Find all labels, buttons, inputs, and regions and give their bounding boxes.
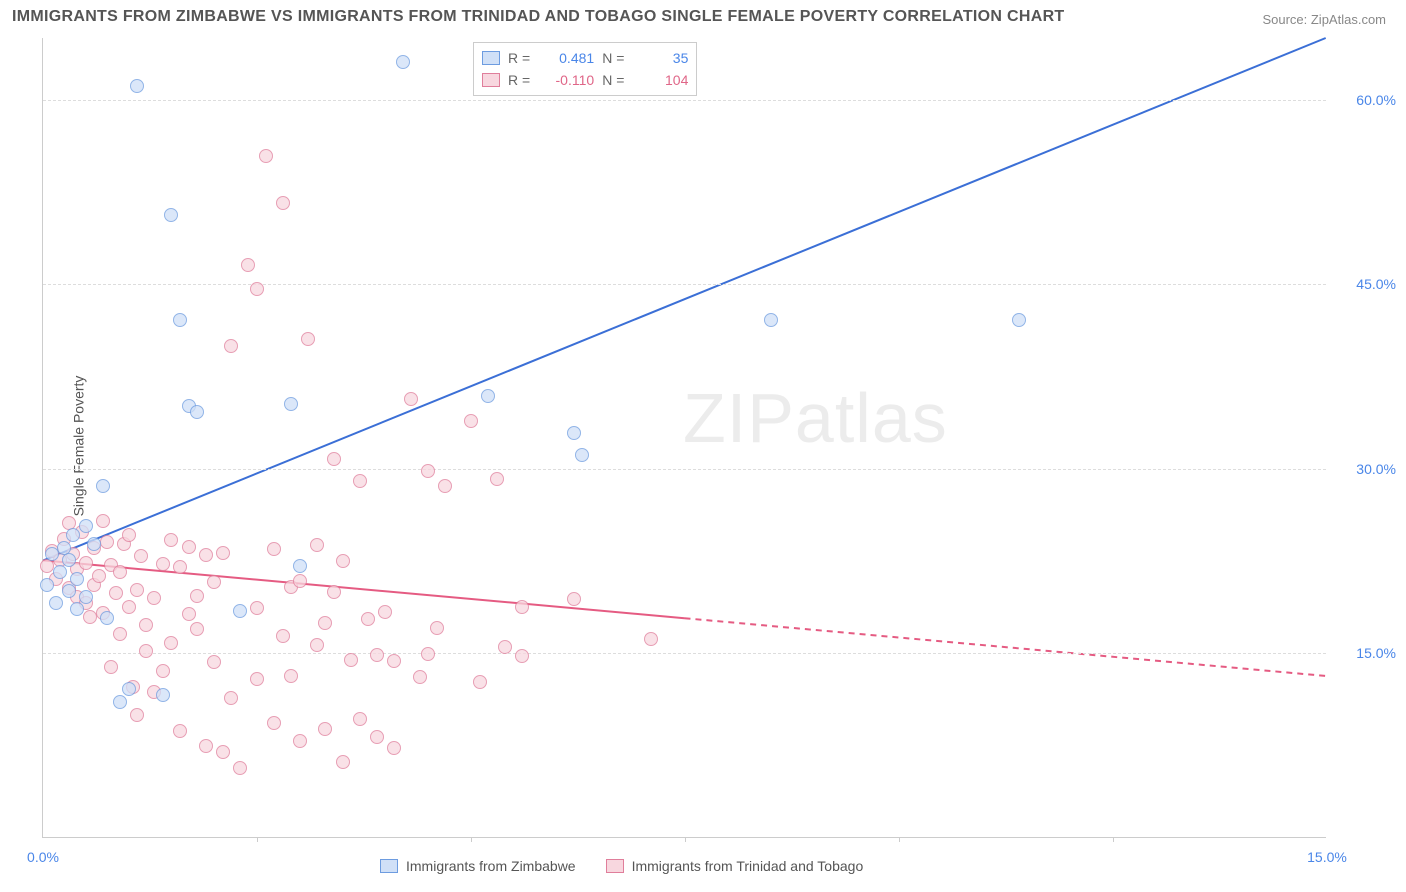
r-label: R = [508, 72, 530, 88]
chart-title: IMMIGRANTS FROM ZIMBABWE VS IMMIGRANTS F… [12, 8, 1065, 26]
ytick-label: 30.0% [1336, 461, 1396, 477]
xtick-minor [685, 837, 686, 842]
legend-item-pink: Immigrants from Trinidad and Tobago [606, 858, 864, 874]
xtick-minor [1113, 837, 1114, 842]
ytick-label: 45.0% [1336, 276, 1396, 292]
xtick-label: 15.0% [1307, 849, 1347, 865]
series-legend: Immigrants from Zimbabwe Immigrants from… [380, 858, 863, 874]
n-label: N = [602, 72, 624, 88]
legend-item-blue: Immigrants from Zimbabwe [380, 858, 576, 874]
chart-plot-area: ZIPatlas R = 0.481 N = 35 R = -0.110 N =… [42, 38, 1326, 838]
swatch-blue-icon [482, 51, 500, 65]
n-value-pink: 104 [632, 72, 688, 88]
stats-row-blue: R = 0.481 N = 35 [482, 47, 688, 69]
regression-line [685, 618, 1326, 676]
r-value-pink: -0.110 [538, 72, 594, 88]
grid-line [43, 284, 1326, 285]
n-label: N = [602, 50, 624, 66]
regression-lines-layer [43, 38, 1326, 837]
xtick-minor [257, 837, 258, 842]
r-value-blue: 0.481 [538, 50, 594, 66]
xtick-label: 0.0% [27, 849, 59, 865]
swatch-pink-icon [482, 73, 500, 87]
regression-line [43, 38, 1325, 560]
xtick-minor [899, 837, 900, 842]
n-value-blue: 35 [632, 50, 688, 66]
regression-line [43, 560, 684, 618]
legend-label-blue: Immigrants from Zimbabwe [406, 858, 576, 874]
swatch-blue-icon [380, 859, 398, 873]
xtick-minor [471, 837, 472, 842]
source-attribution: Source: ZipAtlas.com [1262, 12, 1386, 27]
ytick-label: 15.0% [1336, 645, 1396, 661]
grid-line [43, 100, 1326, 101]
ytick-label: 60.0% [1336, 92, 1396, 108]
stats-legend: R = 0.481 N = 35 R = -0.110 N = 104 [473, 42, 697, 96]
legend-label-pink: Immigrants from Trinidad and Tobago [632, 858, 864, 874]
swatch-pink-icon [606, 859, 624, 873]
stats-row-pink: R = -0.110 N = 104 [482, 69, 688, 91]
r-label: R = [508, 50, 530, 66]
grid-line [43, 653, 1326, 654]
grid-line [43, 469, 1326, 470]
